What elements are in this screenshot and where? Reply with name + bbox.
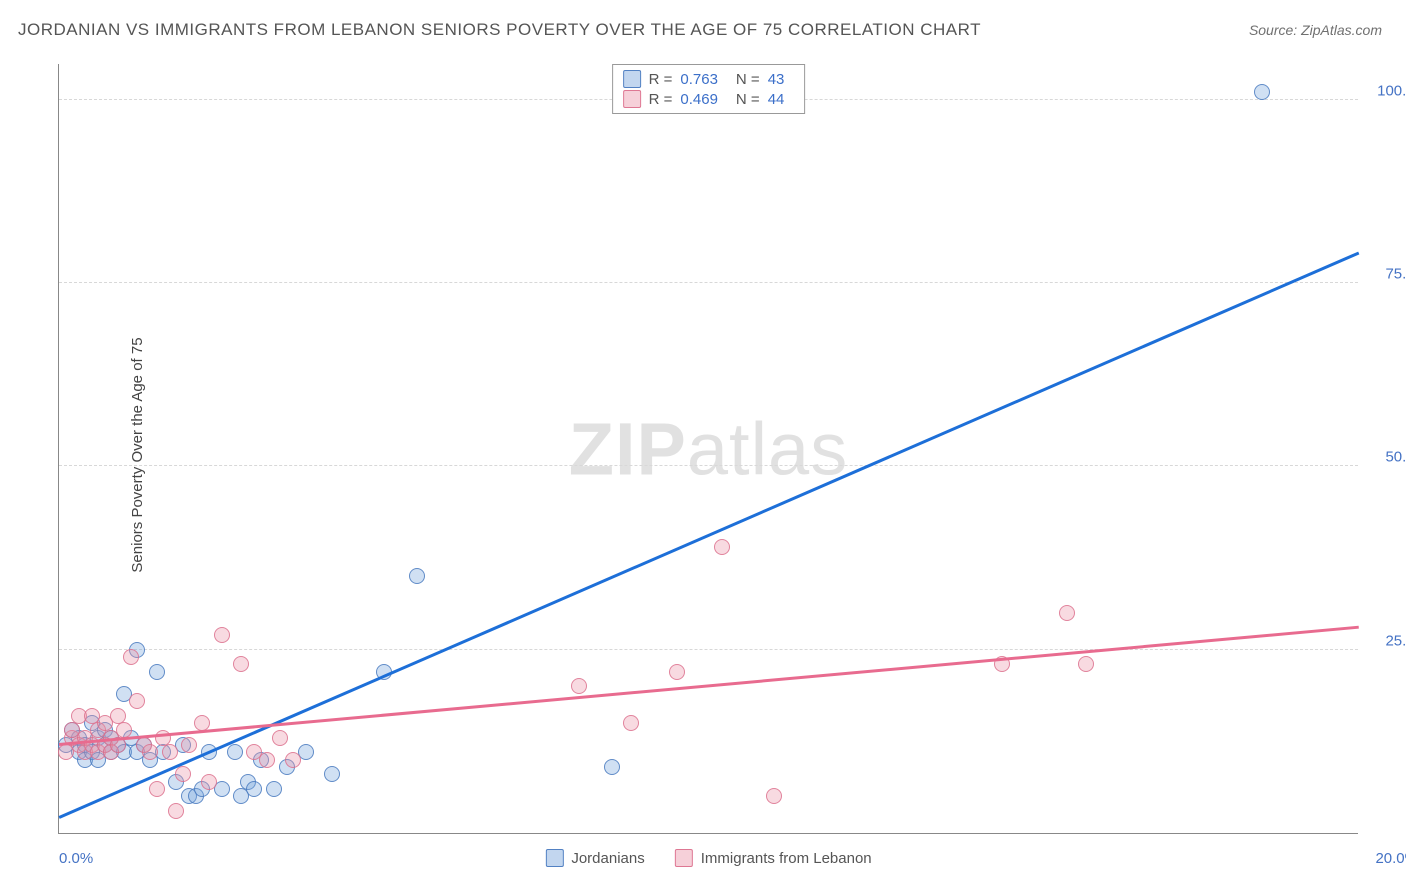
n-value-jordanians: 43 xyxy=(768,71,785,88)
chart-container: Seniors Poverty Over the Age of 75 ZIPat… xyxy=(48,50,1378,860)
legend-label-lebanon: Immigrants from Lebanon xyxy=(701,850,872,867)
swatch-pink-icon xyxy=(675,849,693,867)
data-point xyxy=(162,744,178,760)
y-tick-label: 25.0% xyxy=(1368,632,1406,649)
r-label: R = xyxy=(649,71,673,88)
data-point xyxy=(623,715,639,731)
data-point xyxy=(409,568,425,584)
data-point xyxy=(227,744,243,760)
data-point xyxy=(142,744,158,760)
source-attribution: Source: ZipAtlas.com xyxy=(1249,22,1382,38)
swatch-blue-icon xyxy=(545,849,563,867)
data-point xyxy=(201,774,217,790)
chart-title: JORDANIAN VS IMMIGRANTS FROM LEBANON SEN… xyxy=(18,20,981,40)
data-point xyxy=(246,781,262,797)
data-point xyxy=(272,730,288,746)
n-label: N = xyxy=(736,71,760,88)
data-point xyxy=(149,781,165,797)
gridline xyxy=(59,282,1358,283)
data-point xyxy=(669,664,685,680)
data-point xyxy=(168,803,184,819)
data-point xyxy=(110,708,126,724)
legend-item-jordanians: Jordanians xyxy=(545,849,644,867)
swatch-pink-icon xyxy=(623,90,641,108)
n-value-lebanon: 44 xyxy=(768,91,785,108)
data-point xyxy=(604,759,620,775)
data-point xyxy=(214,627,230,643)
data-point xyxy=(1254,84,1270,100)
x-tick-max: 20.0% xyxy=(1375,850,1406,867)
gridline xyxy=(59,465,1358,466)
legend-item-lebanon: Immigrants from Lebanon xyxy=(675,849,872,867)
n-label: N = xyxy=(736,91,760,108)
data-point xyxy=(285,752,301,768)
legend-row-lebanon: R = 0.469 N = 44 xyxy=(623,89,795,109)
swatch-blue-icon xyxy=(623,70,641,88)
data-point xyxy=(129,693,145,709)
data-point xyxy=(1078,656,1094,672)
x-tick-min: 0.0% xyxy=(59,850,93,867)
watermark: ZIPatlas xyxy=(569,406,848,491)
data-point xyxy=(266,781,282,797)
r-value-jordanians: 0.763 xyxy=(680,71,718,88)
trend-line xyxy=(59,625,1359,745)
data-point xyxy=(714,539,730,555)
r-value-lebanon: 0.469 xyxy=(680,91,718,108)
legend-label-jordanians: Jordanians xyxy=(571,850,644,867)
y-tick-label: 100.0% xyxy=(1368,82,1406,99)
trend-line xyxy=(59,251,1360,818)
watermark-light: atlas xyxy=(687,407,848,490)
data-point xyxy=(571,678,587,694)
data-point xyxy=(181,737,197,753)
legend-correlation: R = 0.763 N = 43 R = 0.469 N = 44 xyxy=(612,64,806,114)
legend-series: Jordanians Immigrants from Lebanon xyxy=(545,849,871,867)
data-point xyxy=(123,649,139,665)
data-point xyxy=(259,752,275,768)
r-label: R = xyxy=(649,91,673,108)
y-tick-label: 50.0% xyxy=(1368,449,1406,466)
plot-area: ZIPatlas R = 0.763 N = 43 R = 0.469 N = … xyxy=(58,64,1358,834)
data-point xyxy=(324,766,340,782)
legend-row-jordanians: R = 0.763 N = 43 xyxy=(623,69,795,89)
y-tick-label: 75.0% xyxy=(1368,266,1406,283)
data-point xyxy=(766,788,782,804)
watermark-bold: ZIP xyxy=(569,407,687,490)
data-point xyxy=(149,664,165,680)
gridline xyxy=(59,649,1358,650)
data-point xyxy=(175,766,191,782)
data-point xyxy=(233,656,249,672)
data-point xyxy=(1059,605,1075,621)
